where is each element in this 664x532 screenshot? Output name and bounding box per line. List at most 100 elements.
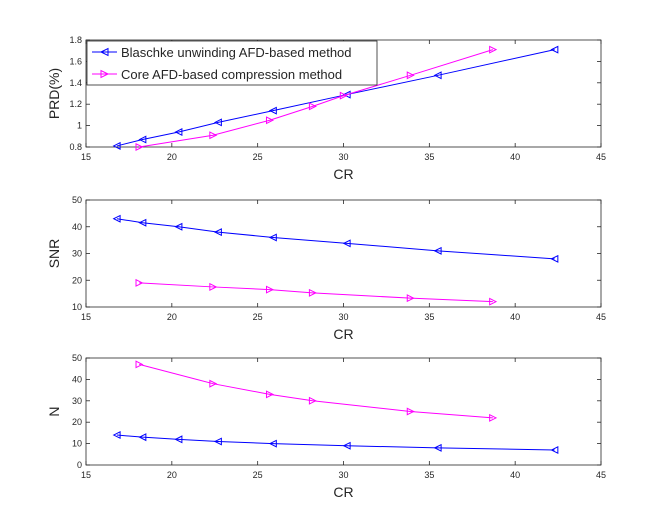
- x-tick-label: 20: [167, 152, 177, 162]
- series-line: [116, 218, 555, 260]
- data-point: [268, 439, 277, 448]
- series-line: [139, 363, 493, 419]
- series-2: [135, 278, 498, 306]
- data-point: [406, 71, 415, 80]
- data-point: [138, 433, 147, 442]
- data-point: [135, 360, 144, 369]
- data-point: [213, 437, 222, 446]
- data-point: [174, 435, 183, 444]
- legend-marker: [99, 47, 109, 57]
- data-point: [342, 441, 351, 450]
- data-point: [268, 233, 277, 242]
- series-2: [135, 360, 498, 422]
- x-tick-label: 15: [81, 152, 91, 162]
- data-point: [433, 246, 442, 255]
- legend-entry: Blaschke unwinding AFD-based method: [121, 45, 352, 60]
- y-tick-label: 40: [72, 374, 82, 384]
- y-tick-label: 1.2: [69, 99, 82, 109]
- data-point: [209, 282, 218, 291]
- x-tick-label: 35: [424, 312, 434, 322]
- y-tick-label: 1: [77, 121, 82, 131]
- x-tick-label: 25: [253, 312, 263, 322]
- series-line: [139, 282, 493, 303]
- data-point: [406, 294, 415, 303]
- x-axis-label: CR: [333, 326, 353, 342]
- x-tick-label: 35: [424, 470, 434, 480]
- data-point: [550, 446, 559, 455]
- data-point: [550, 254, 559, 263]
- data-point: [174, 222, 183, 231]
- data-point: [138, 135, 147, 144]
- data-point: [342, 239, 351, 248]
- data-point: [342, 90, 351, 99]
- data-point: [550, 45, 559, 54]
- legend-box: [86, 40, 378, 86]
- x-axis-label: CR: [333, 484, 353, 500]
- axes-frame: [85, 357, 602, 466]
- data-point: [489, 45, 498, 54]
- legend-marker: [100, 69, 110, 79]
- x-tick-label: 30: [338, 152, 348, 162]
- data-point: [308, 288, 317, 297]
- subplot-3: 15 20 25 30 35 40 45 0 10 20 30 40 50 CR N: [46, 353, 606, 500]
- data-point: [174, 128, 183, 137]
- data-point: [112, 141, 121, 150]
- data-point: [135, 142, 144, 152]
- data-point: [209, 379, 218, 388]
- x-tick-label: 20: [167, 312, 177, 322]
- y-tick-label: 30: [72, 396, 82, 406]
- x-tick-label: 40: [510, 470, 520, 480]
- x-tick-label: 30: [338, 312, 348, 322]
- y-axis-label: PRD(%): [46, 68, 62, 119]
- y-tick-label: 1.4: [69, 78, 82, 88]
- data-point: [433, 71, 442, 80]
- y-tick-label: 0: [77, 460, 82, 470]
- series-1: [112, 45, 559, 150]
- x-tick-label: 25: [253, 470, 263, 480]
- x-axis-label: CR: [333, 166, 353, 182]
- series-1: [112, 214, 559, 263]
- y-tick-label: 20: [72, 417, 82, 427]
- x-tick-label: 45: [596, 152, 606, 162]
- y-tick-label: 1.6: [69, 56, 82, 66]
- data-point: [213, 118, 222, 127]
- series-1: [112, 431, 559, 455]
- x-tick-label: 15: [81, 312, 91, 322]
- subplot-1: 15 20 25 30 35 40 45 0.8 1 1.2 1.4 1.6 1.8 CR PRD(%) Bl…: [46, 35, 606, 182]
- data-point: [135, 278, 144, 287]
- data-point: [489, 413, 498, 422]
- data-point: [339, 91, 348, 100]
- data-point: [138, 218, 147, 227]
- x-tick-label: 30: [338, 470, 348, 480]
- series-line: [139, 49, 493, 148]
- x-tick-label: 40: [510, 312, 520, 322]
- data-point: [265, 116, 275, 125]
- data-point: [406, 407, 415, 416]
- data-point: [112, 431, 121, 440]
- x-tick-label: 45: [596, 312, 606, 322]
- y-tick-label: 0.8: [69, 142, 82, 152]
- series-line: [116, 434, 555, 451]
- axes-frame: [85, 199, 602, 308]
- data-point: [209, 131, 218, 140]
- y-tick-label: 50: [72, 195, 82, 205]
- data-point: [489, 297, 498, 306]
- data-point: [268, 106, 277, 115]
- series-line: [116, 49, 555, 147]
- y-tick-label: 1.8: [69, 35, 82, 45]
- x-tick-label: 40: [510, 152, 520, 162]
- data-point: [112, 214, 121, 223]
- data-point: [265, 285, 275, 294]
- legend-entry: Core AFD-based compression method: [121, 67, 342, 82]
- data-point: [433, 443, 442, 452]
- x-tick-label: 25: [253, 152, 263, 162]
- y-tick-label: 10: [72, 302, 82, 312]
- x-tick-label: 45: [596, 470, 606, 480]
- data-point: [213, 228, 222, 237]
- y-tick-label: 10: [72, 439, 82, 449]
- x-tick-label: 20: [167, 470, 177, 480]
- data-point: [265, 390, 275, 399]
- y-axis-label: N: [46, 406, 62, 416]
- legend: Blaschke unwinding AFD-based method Core …: [86, 40, 378, 86]
